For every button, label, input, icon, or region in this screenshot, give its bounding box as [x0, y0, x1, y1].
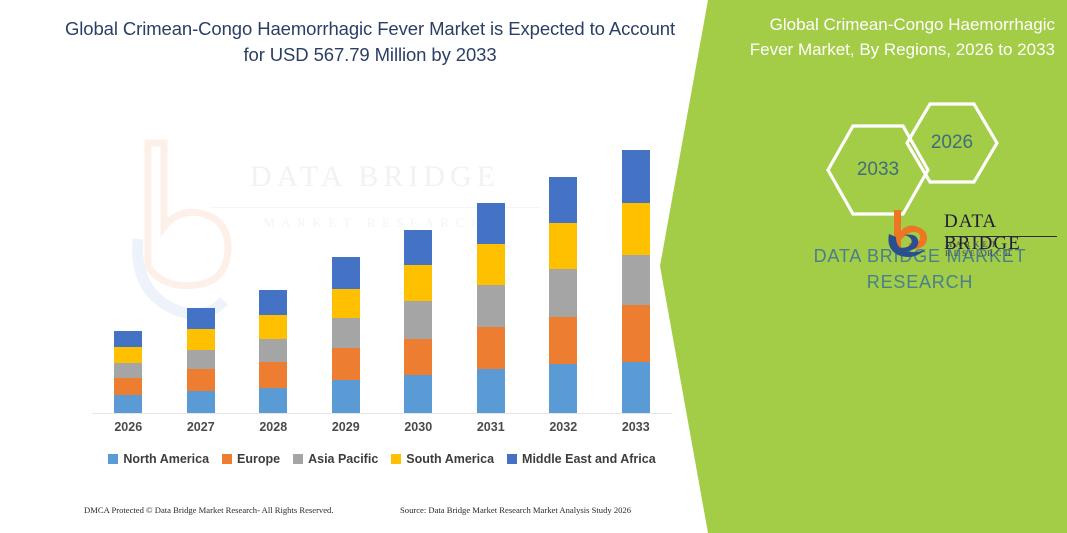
- logo-tagline: MARKET RESEARCH: [945, 236, 1057, 258]
- x-axis-label-2026: 2026: [114, 420, 143, 434]
- x-axis-label-2029: 2029: [331, 420, 360, 434]
- bar-segment-2029-europe: [331, 348, 360, 380]
- legend-swatch-icon: [391, 454, 402, 464]
- chart-panel: Global Crimean-Congo Haemorrhagic Fever …: [0, 18, 700, 525]
- bar-segment-2028-asia-pacific: [259, 339, 288, 362]
- logo-name: DATA BRIDGE: [944, 211, 1021, 254]
- x-axis-label-2030: 2030: [404, 420, 433, 434]
- bar-segment-2026-south-america: [114, 347, 143, 363]
- legend-swatch-icon: [108, 454, 119, 464]
- bar-segment-2026-middle-east-and-africa: [114, 331, 143, 347]
- x-axis-label-2031: 2031: [476, 420, 505, 434]
- bar-segment-2026-asia-pacific: [114, 363, 143, 378]
- bar-2032: [549, 177, 578, 413]
- bar-segment-2028-middle-east-and-africa: [259, 290, 288, 315]
- green-panel-title: Global Crimean-Congo Haemorrhagic Fever …: [749, 15, 1055, 59]
- bar-segment-2030-asia-pacific: [404, 301, 433, 339]
- plot-area: [92, 100, 672, 414]
- bar-segment-2030-europe: [404, 339, 433, 375]
- bar-segment-2030-south-america: [404, 265, 433, 301]
- bar-segment-2033-middle-east-and-africa: [621, 150, 650, 203]
- bar-segment-2030-north-america: [404, 375, 433, 413]
- bar-segment-2033-europe: [621, 305, 650, 362]
- bar-segment-2027-asia-pacific: [186, 350, 215, 369]
- legend-swatch-icon: [293, 454, 304, 464]
- bar-2028: [259, 290, 288, 413]
- bar-segment-2031-north-america: [476, 369, 505, 413]
- bar-segment-2032-middle-east-and-africa: [549, 177, 578, 223]
- footer: DMCA Protected © Data Bridge Market Rese…: [0, 505, 700, 525]
- hexagon-2033-label: 2033: [856, 159, 900, 180]
- bar-segment-2031-south-america: [476, 244, 505, 285]
- hexagon-2033: 2033: [823, 122, 933, 218]
- bar-segment-2033-north-america: [621, 362, 650, 413]
- bar-segment-2027-middle-east-and-africa: [186, 308, 215, 329]
- bar-2029: [331, 257, 360, 413]
- bar-segment-2029-middle-east-and-africa: [331, 257, 360, 289]
- bar-segment-2030-middle-east-and-africa: [404, 230, 433, 265]
- bar-segment-2032-south-america: [549, 223, 578, 269]
- chart-title: Global Crimean-Congo Haemorrhagic Fever …: [64, 18, 676, 65]
- x-axis-labels: 2026 2027 2028 2029 2030 2031 2032 2033: [92, 420, 672, 442]
- hexagon-2026-label: 2026: [930, 132, 974, 153]
- legend-item-europe[interactable]: Europe: [222, 452, 280, 466]
- legend-item-north-america[interactable]: North America: [108, 452, 209, 466]
- bar-segment-2028-europe: [259, 362, 288, 388]
- hexagon-group: 2033 2026: [815, 100, 1055, 216]
- bar-2033: [621, 150, 650, 413]
- bar-segment-2031-europe: [476, 327, 505, 369]
- bar-segment-2032-asia-pacific: [549, 269, 578, 317]
- legend-label: Middle East and Africa: [522, 452, 656, 466]
- bar-segment-2026-europe: [114, 378, 143, 395]
- x-axis-line: [92, 413, 672, 414]
- legend-item-south-america[interactable]: South America: [391, 452, 494, 466]
- bar-segment-2031-asia-pacific: [476, 285, 505, 327]
- bar-segment-2026-north-america: [114, 395, 143, 413]
- bar-segment-2028-south-america: [259, 315, 288, 339]
- hexagon-outline-icon: [905, 102, 999, 184]
- bar-2030: [404, 230, 433, 413]
- legend-label: Europe: [237, 452, 281, 466]
- bar-segment-2033-south-america: [621, 203, 650, 255]
- brand-name-text: DATA BRIDGE MARKET RESEARCH: [813, 246, 1027, 292]
- green-side-panel: Global Crimean-Congo Haemorrhagic Fever …: [660, 0, 1067, 533]
- bar-2027: [186, 308, 215, 413]
- x-axis-label-2027: 2027: [186, 420, 215, 434]
- footer-source: Source: Data Bridge Market Research Mark…: [400, 505, 632, 515]
- x-axis-label-2032: 2032: [549, 420, 578, 434]
- bar-segment-2033-asia-pacific: [621, 255, 650, 305]
- data-bridge-b-logo-icon: [888, 210, 927, 257]
- footer-copyright: DMCA Protected © Data Bridge Market Rese…: [84, 505, 334, 515]
- legend-swatch-icon: [222, 454, 233, 464]
- bar-segment-2027-europe: [186, 369, 215, 391]
- x-axis-label-2033: 2033: [621, 420, 650, 434]
- bar-segment-2027-south-america: [186, 329, 215, 350]
- legend-label: South America: [406, 452, 495, 466]
- legend-label: North America: [123, 452, 210, 466]
- bar-segment-2029-asia-pacific: [331, 318, 360, 348]
- bar-2031: [476, 203, 505, 413]
- bar-segment-2029-south-america: [331, 289, 360, 318]
- bar-segment-2031-middle-east-and-africa: [476, 203, 505, 244]
- legend-item-middle-east-and-africa[interactable]: Middle East and Africa: [507, 452, 656, 466]
- legend-item-asia-pacific[interactable]: Asia Pacific: [293, 452, 378, 466]
- bar-segment-2032-europe: [549, 317, 578, 364]
- legend-label: Asia Pacific: [308, 452, 379, 466]
- chart-legend: North America Europe Asia Pacific South Ame…: [92, 452, 672, 466]
- data-bridge-logo: DATA BRIDGE MARKET RESEARCH: [882, 205, 1062, 263]
- bar-segment-2028-north-america: [259, 388, 288, 413]
- bar-segment-2032-north-america: [549, 364, 578, 413]
- legend-swatch-icon: [507, 454, 518, 464]
- hexagon-2026: 2026: [903, 100, 1001, 186]
- bar-segment-2027-north-america: [186, 391, 215, 413]
- bar-segment-2029-north-america: [331, 380, 360, 413]
- hexagon-outline-icon: [826, 124, 930, 216]
- bar-2026: [114, 331, 143, 413]
- x-axis-label-2028: 2028: [259, 420, 288, 434]
